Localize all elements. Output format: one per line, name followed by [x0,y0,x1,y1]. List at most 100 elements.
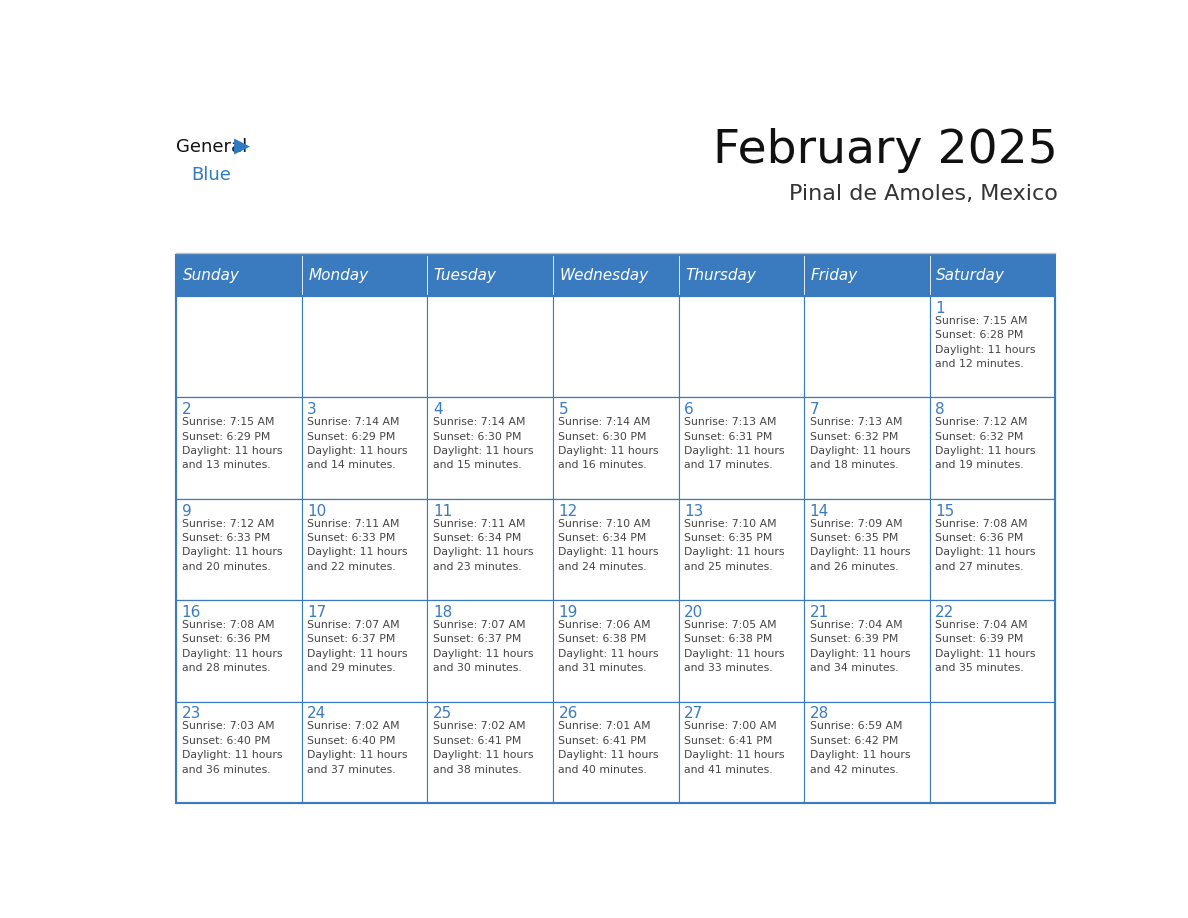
Bar [552,297,678,397]
Text: 10: 10 [308,504,327,519]
Bar [552,701,678,803]
Text: 11: 11 [432,504,453,519]
Text: Sunday: Sunday [183,268,240,283]
Text: 15: 15 [935,504,954,519]
Text: 14: 14 [810,504,829,519]
Text: Thursday: Thursday [685,268,756,283]
Text: Saturday: Saturday [936,268,1005,283]
Text: 26: 26 [558,707,577,722]
Text: Sunrise: 7:10 AM
Sunset: 6:35 PM
Daylight: 11 hours
and 25 minutes.: Sunrise: 7:10 AM Sunset: 6:35 PM Dayligh… [684,519,784,572]
Text: General: General [176,138,247,156]
Text: Sunrise: 7:15 AM
Sunset: 6:29 PM
Daylight: 11 hours
and 13 minutes.: Sunrise: 7:15 AM Sunset: 6:29 PM Dayligh… [182,417,282,470]
Bar [552,397,678,498]
Text: 5: 5 [558,402,568,418]
Text: 6: 6 [684,402,694,418]
Bar [804,297,930,397]
Bar [804,255,930,297]
Text: Monday: Monday [308,268,368,283]
Text: Sunrise: 7:10 AM
Sunset: 6:34 PM
Daylight: 11 hours
and 24 minutes.: Sunrise: 7:10 AM Sunset: 6:34 PM Dayligh… [558,519,659,572]
Bar [678,701,804,803]
Text: Blue: Blue [191,166,230,185]
Bar [930,397,1055,498]
Bar [804,397,930,498]
Text: 28: 28 [810,707,829,722]
Bar [302,600,428,701]
Text: ▶: ▶ [234,136,251,156]
Bar [428,397,552,498]
Bar [428,255,552,297]
Bar [176,600,302,701]
Text: Wednesday: Wednesday [560,268,649,283]
Bar [176,397,302,498]
Bar [678,498,804,600]
Text: 27: 27 [684,707,703,722]
Text: 12: 12 [558,504,577,519]
Bar [176,297,1055,803]
Text: Sunrise: 7:03 AM
Sunset: 6:40 PM
Daylight: 11 hours
and 36 minutes.: Sunrise: 7:03 AM Sunset: 6:40 PM Dayligh… [182,722,282,775]
Bar [428,701,552,803]
Text: Sunrise: 7:04 AM
Sunset: 6:39 PM
Daylight: 11 hours
and 35 minutes.: Sunrise: 7:04 AM Sunset: 6:39 PM Dayligh… [935,620,1036,673]
Bar [678,600,804,701]
Bar [428,297,552,397]
Text: Sunrise: 7:11 AM
Sunset: 6:34 PM
Daylight: 11 hours
and 23 minutes.: Sunrise: 7:11 AM Sunset: 6:34 PM Dayligh… [432,519,533,572]
Bar [678,397,804,498]
Text: 8: 8 [935,402,944,418]
Text: Sunrise: 6:59 AM
Sunset: 6:42 PM
Daylight: 11 hours
and 42 minutes.: Sunrise: 6:59 AM Sunset: 6:42 PM Dayligh… [810,722,910,775]
Text: Sunrise: 7:15 AM
Sunset: 6:28 PM
Daylight: 11 hours
and 12 minutes.: Sunrise: 7:15 AM Sunset: 6:28 PM Dayligh… [935,316,1036,369]
Text: Tuesday: Tuesday [434,268,497,283]
Bar [678,297,804,397]
Text: 9: 9 [182,504,191,519]
Bar [930,498,1055,600]
Text: Friday: Friday [810,268,858,283]
Text: Sunrise: 7:13 AM
Sunset: 6:32 PM
Daylight: 11 hours
and 18 minutes.: Sunrise: 7:13 AM Sunset: 6:32 PM Dayligh… [810,417,910,470]
Text: 18: 18 [432,605,453,620]
Text: 3: 3 [308,402,317,418]
Text: Sunrise: 7:14 AM
Sunset: 6:30 PM
Daylight: 11 hours
and 16 minutes.: Sunrise: 7:14 AM Sunset: 6:30 PM Dayligh… [558,417,659,470]
Bar [804,498,930,600]
Text: February 2025: February 2025 [713,128,1059,173]
Bar [804,600,930,701]
Text: Sunrise: 7:07 AM
Sunset: 6:37 PM
Daylight: 11 hours
and 29 minutes.: Sunrise: 7:07 AM Sunset: 6:37 PM Dayligh… [308,620,407,673]
Text: 16: 16 [182,605,201,620]
Bar [428,498,552,600]
Text: Sunrise: 7:00 AM
Sunset: 6:41 PM
Daylight: 11 hours
and 41 minutes.: Sunrise: 7:00 AM Sunset: 6:41 PM Dayligh… [684,722,784,775]
Bar [176,297,302,397]
Bar [302,701,428,803]
Text: Sunrise: 7:08 AM
Sunset: 6:36 PM
Daylight: 11 hours
and 27 minutes.: Sunrise: 7:08 AM Sunset: 6:36 PM Dayligh… [935,519,1036,572]
Text: 24: 24 [308,707,327,722]
Text: 7: 7 [810,402,820,418]
Text: Sunrise: 7:12 AM
Sunset: 6:33 PM
Daylight: 11 hours
and 20 minutes.: Sunrise: 7:12 AM Sunset: 6:33 PM Dayligh… [182,519,282,572]
Text: 20: 20 [684,605,703,620]
Bar [930,701,1055,803]
Bar [176,498,302,600]
Bar [552,498,678,600]
Text: Sunrise: 7:14 AM
Sunset: 6:30 PM
Daylight: 11 hours
and 15 minutes.: Sunrise: 7:14 AM Sunset: 6:30 PM Dayligh… [432,417,533,470]
Bar [678,255,804,297]
Bar [302,498,428,600]
Text: 1: 1 [935,301,944,316]
Bar [176,255,302,297]
Text: Sunrise: 7:07 AM
Sunset: 6:37 PM
Daylight: 11 hours
and 30 minutes.: Sunrise: 7:07 AM Sunset: 6:37 PM Dayligh… [432,620,533,673]
Bar [428,600,552,701]
Bar [176,255,1055,297]
Text: Pinal de Amoles, Mexico: Pinal de Amoles, Mexico [789,185,1059,205]
Text: Sunrise: 7:14 AM
Sunset: 6:29 PM
Daylight: 11 hours
and 14 minutes.: Sunrise: 7:14 AM Sunset: 6:29 PM Dayligh… [308,417,407,470]
Text: 22: 22 [935,605,954,620]
Text: Sunrise: 7:01 AM
Sunset: 6:41 PM
Daylight: 11 hours
and 40 minutes.: Sunrise: 7:01 AM Sunset: 6:41 PM Dayligh… [558,722,659,775]
Bar [302,397,428,498]
Bar [552,600,678,701]
Bar [804,701,930,803]
Text: Sunrise: 7:02 AM
Sunset: 6:40 PM
Daylight: 11 hours
and 37 minutes.: Sunrise: 7:02 AM Sunset: 6:40 PM Dayligh… [308,722,407,775]
Bar [302,297,428,397]
Text: Sunrise: 7:12 AM
Sunset: 6:32 PM
Daylight: 11 hours
and 19 minutes.: Sunrise: 7:12 AM Sunset: 6:32 PM Dayligh… [935,417,1036,470]
Text: Sunrise: 7:05 AM
Sunset: 6:38 PM
Daylight: 11 hours
and 33 minutes.: Sunrise: 7:05 AM Sunset: 6:38 PM Dayligh… [684,620,784,673]
Text: Sunrise: 7:06 AM
Sunset: 6:38 PM
Daylight: 11 hours
and 31 minutes.: Sunrise: 7:06 AM Sunset: 6:38 PM Dayligh… [558,620,659,673]
Bar [552,255,678,297]
Bar [930,600,1055,701]
Text: 13: 13 [684,504,703,519]
Text: Sunrise: 7:04 AM
Sunset: 6:39 PM
Daylight: 11 hours
and 34 minutes.: Sunrise: 7:04 AM Sunset: 6:39 PM Dayligh… [810,620,910,673]
Bar [930,297,1055,397]
Bar [302,255,428,297]
Bar [176,701,302,803]
Text: Sunrise: 7:08 AM
Sunset: 6:36 PM
Daylight: 11 hours
and 28 minutes.: Sunrise: 7:08 AM Sunset: 6:36 PM Dayligh… [182,620,282,673]
